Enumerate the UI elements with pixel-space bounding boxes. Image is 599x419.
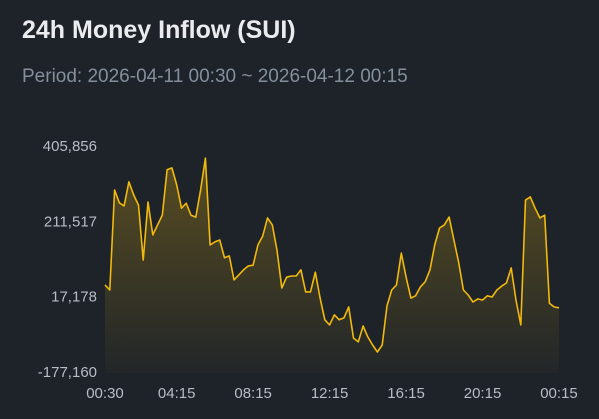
x-tick-label: 20:15: [464, 385, 502, 402]
x-tick-label: 00:15: [540, 385, 578, 402]
chart-title: 24h Money Inflow (SUI): [22, 16, 296, 44]
y-tick-label: 405,856: [43, 138, 97, 155]
y-tick-label: 211,517: [44, 213, 97, 230]
x-tick-label: 12:15: [311, 385, 349, 402]
x-tick-label: 04:15: [158, 385, 196, 402]
y-tick-label: 17,178: [51, 289, 97, 306]
x-tick-label: 00:30: [86, 385, 124, 402]
y-tick-label: -177,160: [38, 364, 97, 381]
x-tick-label: 16:15: [387, 385, 425, 402]
area: [105, 158, 559, 373]
chart-subtitle: Period: 2026-04-11 00:30 ~ 2026-04-12 00…: [22, 66, 408, 87]
line: [104, 157, 560, 353]
x-tick-label: 08:15: [234, 385, 272, 402]
